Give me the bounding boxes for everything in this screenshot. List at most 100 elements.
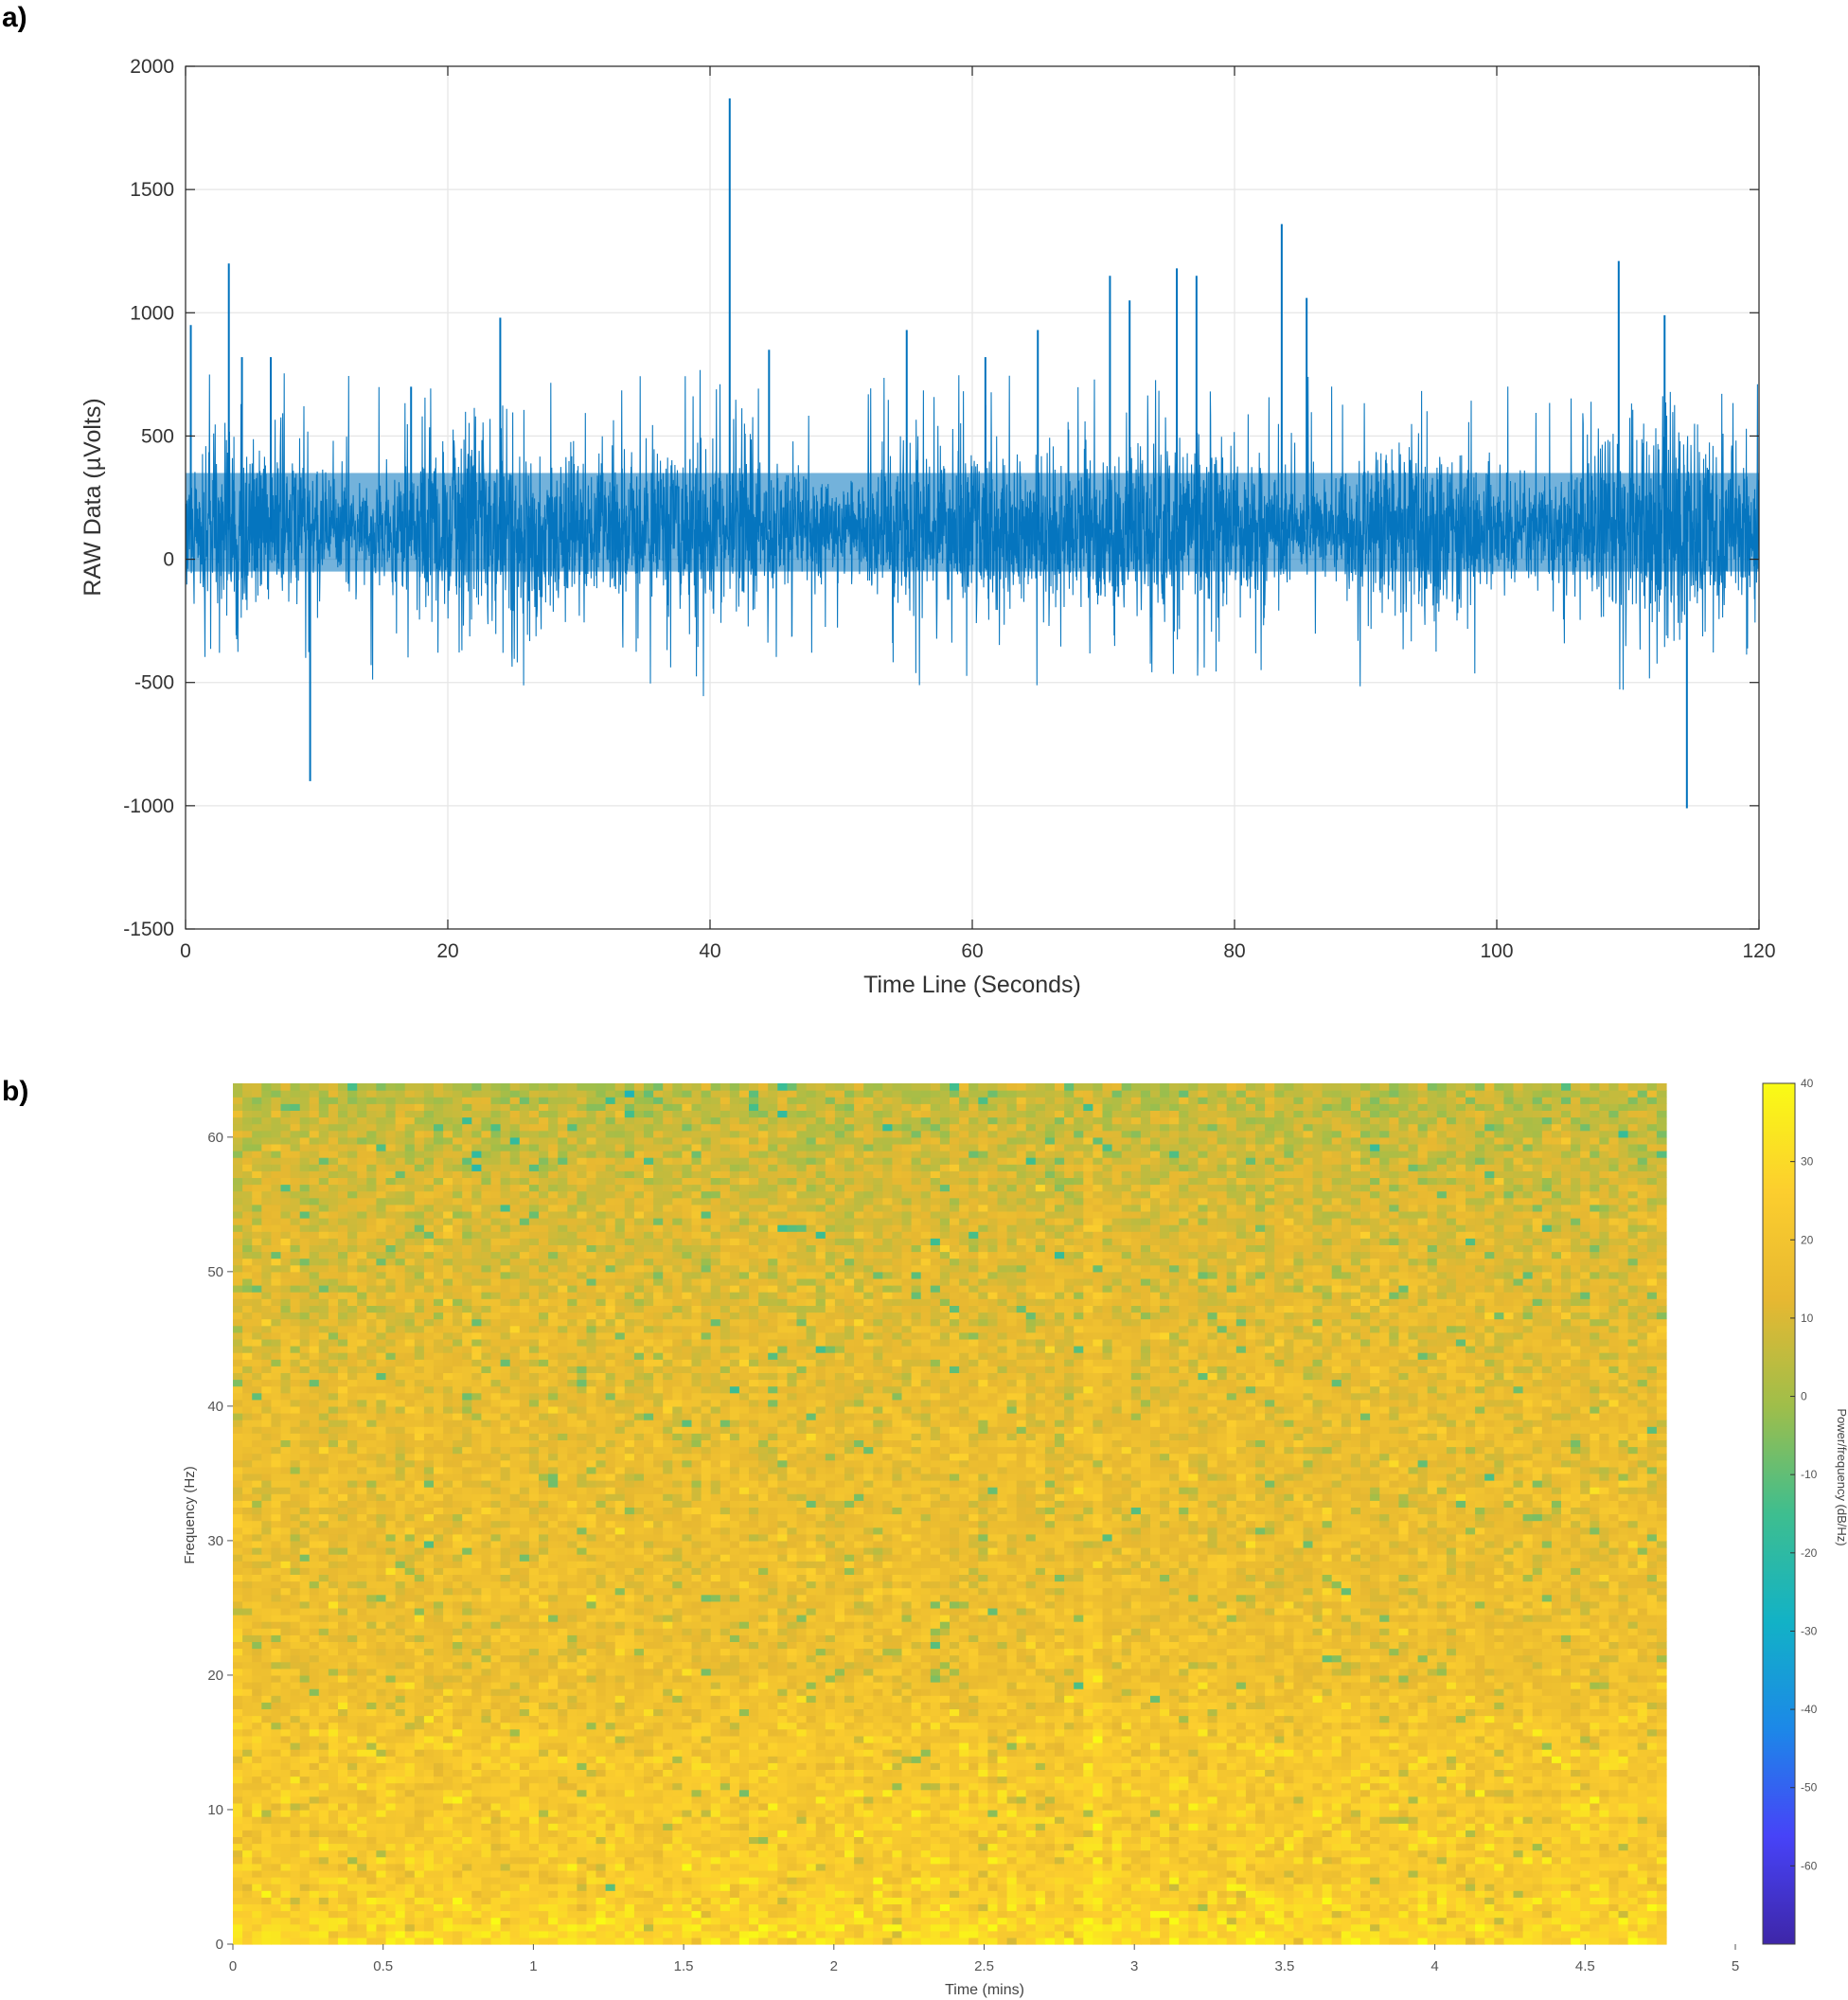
spectrogram-cell	[854, 1931, 864, 1938]
spectrogram-cell	[950, 1762, 960, 1770]
spectrogram-cell	[768, 1823, 778, 1830]
spectrogram-cell	[1323, 1790, 1333, 1797]
spectrogram-cell	[787, 1911, 797, 1919]
spectrogram-cell	[663, 1816, 673, 1824]
spectrogram-cell	[835, 1742, 845, 1750]
spectrogram-cell	[415, 1897, 425, 1904]
spectrogram-cell	[1141, 1803, 1151, 1811]
spectrogram-cell	[1217, 1742, 1228, 1750]
spectrogram-cell	[481, 1783, 491, 1791]
spectrogram-cell	[730, 1803, 740, 1811]
spectrogram-cell	[1293, 1749, 1304, 1757]
spectrogram-cell	[739, 1924, 750, 1932]
spectrogram-cell	[501, 1816, 511, 1824]
spectrogram-cell	[1370, 1857, 1380, 1865]
spectrogram-cell	[692, 1884, 702, 1891]
spectrogram-cell	[854, 1890, 864, 1898]
spectrogram-cell	[1608, 1749, 1619, 1757]
spectrogram-cell	[950, 1816, 960, 1824]
spectrogram-cell	[730, 1924, 740, 1932]
spectrogram-cell	[1503, 1729, 1514, 1737]
spectrogram-cell	[558, 1816, 568, 1824]
spectrogram-cell	[1255, 1877, 1266, 1884]
spectrogram-cell	[634, 1864, 645, 1871]
spectrogram-cell	[415, 1790, 425, 1797]
spectrogram-cell	[854, 1810, 864, 1817]
spectrogram-cell	[291, 1857, 301, 1865]
spectrogram-cell	[959, 1742, 969, 1750]
spectrogram-cell	[1342, 1877, 1352, 1884]
spectrogram-cell	[1131, 1924, 1142, 1932]
spectrogram-cell	[587, 1796, 597, 1804]
spectrogram-cell	[1217, 1850, 1228, 1858]
spectrogram-cell	[1036, 1762, 1046, 1770]
spectrogram-cell	[1179, 1790, 1189, 1797]
spectrogram-cell	[1542, 1790, 1553, 1797]
spectrogram-cell	[1503, 1864, 1514, 1871]
spectrogram-cell	[1074, 1836, 1084, 1844]
spectrogram-cell	[596, 1918, 607, 1925]
spectrogram-cell	[873, 1762, 883, 1770]
spectrogram-cell	[1599, 1931, 1609, 1938]
spectrogram-cell	[1265, 1729, 1275, 1737]
spectrogram-cell	[615, 1897, 626, 1904]
spectrogram-cell	[1017, 1931, 1027, 1938]
spectrogram-cell	[1304, 1783, 1314, 1791]
spectrogram-cell	[453, 1803, 463, 1811]
spectrogram-cell	[434, 1769, 444, 1777]
spectrogram-cell	[912, 1864, 922, 1871]
spectrogram-cell	[529, 1897, 540, 1904]
spectrogram-cell	[501, 1762, 511, 1770]
spectrogram-cell	[730, 1918, 740, 1925]
spectrogram-cell	[1647, 1884, 1658, 1891]
spectrogram-cell	[987, 1897, 998, 1904]
spectrogram-cell	[1456, 1864, 1466, 1871]
spectrogram-cell	[959, 1850, 969, 1858]
spectrogram-cell	[615, 1756, 626, 1763]
spectrogram-cell	[959, 1723, 969, 1730]
spectrogram-cell	[931, 1810, 941, 1817]
spectrogram-cell	[1608, 1870, 1619, 1878]
spectrogram-cell	[1236, 1918, 1247, 1925]
spectrogram-cell	[940, 1830, 951, 1837]
spectrogram-cell	[424, 1810, 435, 1817]
spectrogram-cell	[902, 1918, 913, 1925]
spectrogram-cell	[940, 1790, 951, 1797]
spectrogram-cell	[1379, 1890, 1390, 1898]
spectrogram-cell	[1045, 1830, 1056, 1837]
spectrogram-cell	[1494, 1769, 1504, 1777]
spectrogram-cell	[1428, 1823, 1438, 1830]
spectrogram-cell	[1552, 1918, 1562, 1925]
spectrogram-cell	[424, 1783, 435, 1791]
spectrogram-cell	[768, 1877, 778, 1884]
spectrogram-cell	[1160, 1803, 1170, 1811]
spectrogram-cell	[1304, 1742, 1314, 1750]
spectrogram-cell	[1293, 1777, 1304, 1784]
spectrogram-cell	[749, 1864, 759, 1871]
spectrogram-cell	[1542, 1870, 1553, 1878]
spectrogram-cell	[902, 1803, 913, 1811]
spectrogram-cell	[1293, 1830, 1304, 1837]
spectrogram-cell	[1475, 1938, 1485, 1945]
spectrogram-cell	[386, 1823, 397, 1830]
spectrogram-cell	[1638, 1884, 1648, 1891]
spectrogram-cell	[1083, 1857, 1093, 1865]
spectrogram-cell	[1007, 1836, 1018, 1844]
spectrogram-cell	[797, 1857, 808, 1865]
spectrogram-cell	[1484, 1931, 1495, 1938]
spectrogram-cell	[634, 1857, 645, 1865]
spectrogram-cell	[863, 1890, 874, 1898]
spectrogram-cell	[902, 1796, 913, 1804]
spectrogram-cell	[902, 1864, 913, 1871]
spectrogram-cell	[1389, 1844, 1399, 1851]
spectrogram-cell	[1466, 1769, 1476, 1777]
spectrogram-cell	[1484, 1918, 1495, 1925]
spectrogram-cell	[720, 1850, 731, 1858]
spectrogram-cell	[1332, 1769, 1342, 1777]
spectrogram-cell	[692, 1857, 702, 1865]
spectrogram-cell	[644, 1850, 654, 1858]
spectrogram-cell	[520, 1903, 530, 1911]
spectrogram-cell	[902, 1769, 913, 1777]
spectrogram-cell	[615, 1890, 626, 1898]
spectrogram-cell	[1456, 1924, 1466, 1932]
